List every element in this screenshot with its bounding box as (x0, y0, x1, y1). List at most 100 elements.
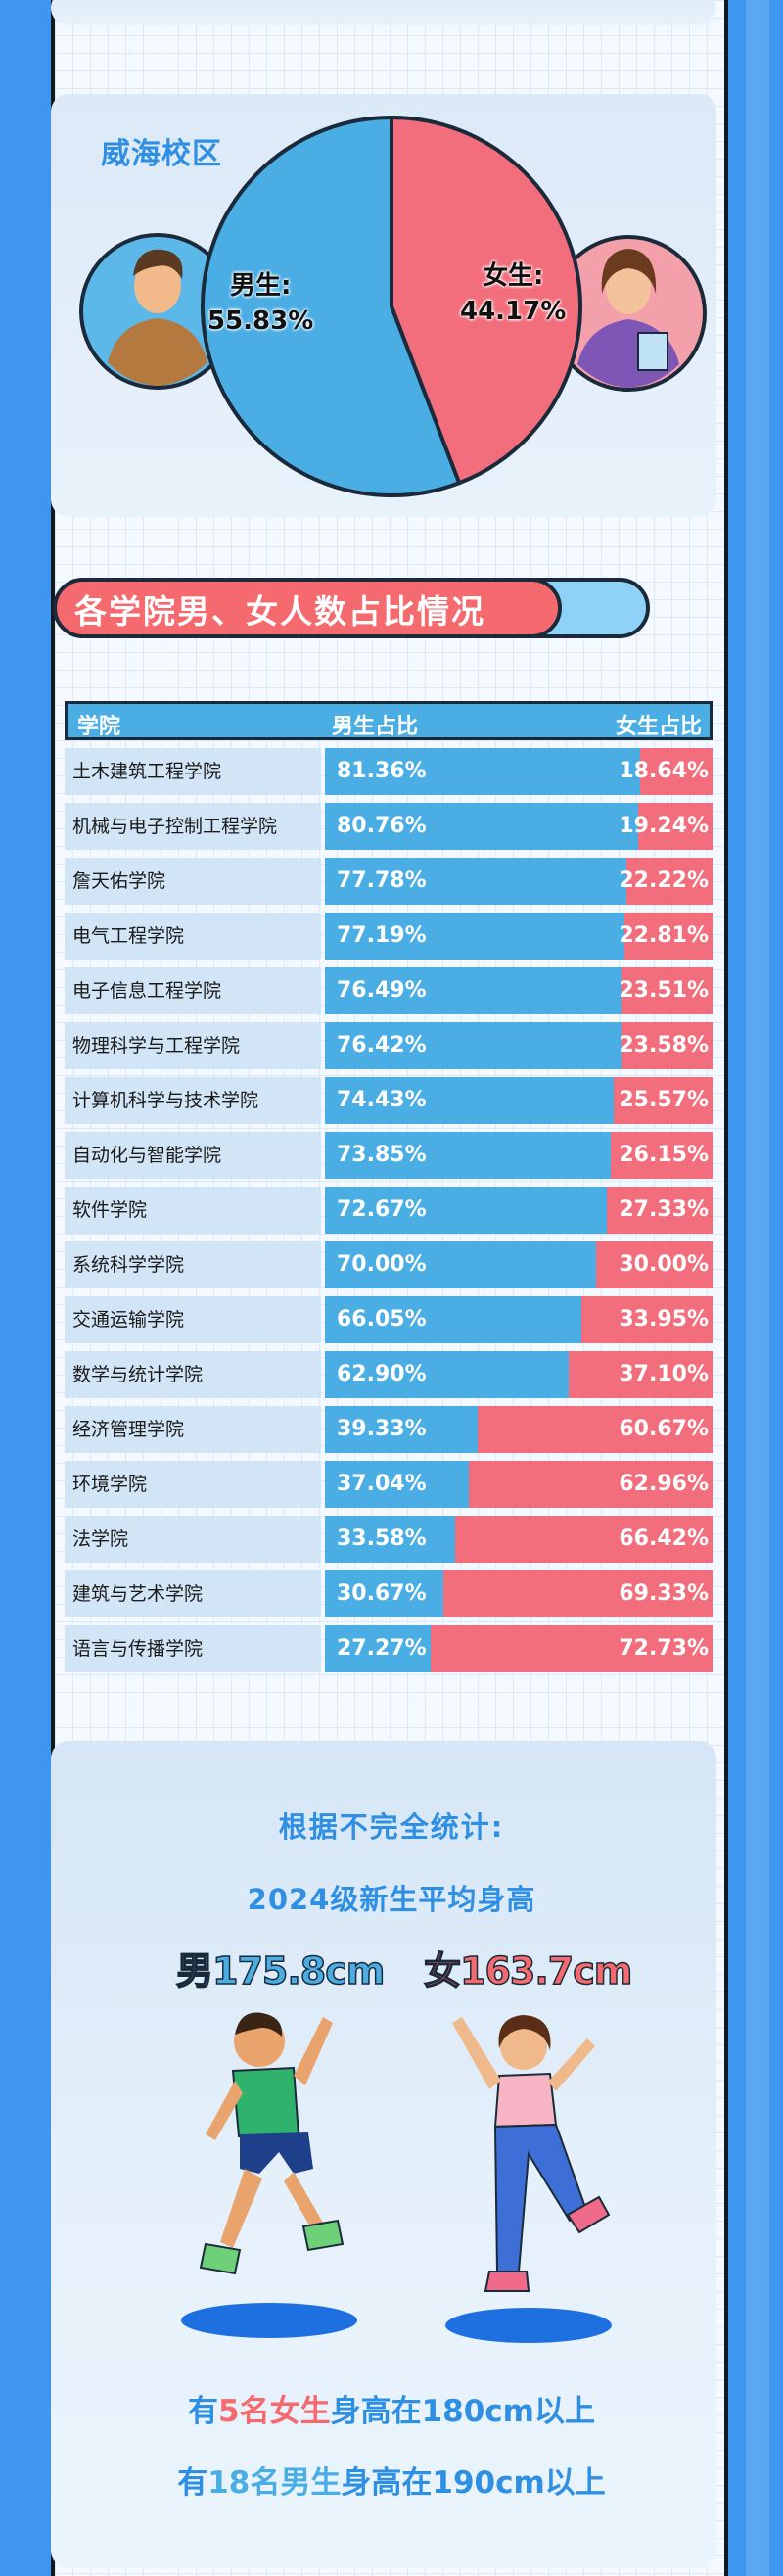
header-college: 学院 (77, 715, 121, 739)
campus-title: 威海校区 (101, 137, 222, 171)
female-value-label: 26.15% (619, 1143, 709, 1167)
male-value-label: 66.05% (337, 1307, 427, 1332)
table-row: 电子信息工程学院 76.49% 23.51% (65, 967, 713, 1014)
pie-label-male: 男生: 55.83% (207, 268, 313, 339)
college-name: 经济管理学院 (65, 1406, 321, 1453)
college-name: 系统科学学院 (65, 1241, 321, 1288)
male-value-label: 73.85% (337, 1143, 427, 1167)
pie-slice-female (390, 115, 582, 486)
female-value-label: 30.00% (619, 1252, 709, 1277)
female-value-label: 33.95% (619, 1307, 709, 1332)
male-value-label: 33.58% (337, 1526, 427, 1551)
male-bar (325, 967, 622, 1014)
male-value-label: 39.33% (337, 1417, 427, 1441)
female-bar: 30.67% 69.33% (325, 1570, 713, 1617)
male-bar (325, 1132, 612, 1179)
stat-male-count: 18名男生 (207, 2465, 342, 2501)
table-row: 软件学院 72.67% 27.33% (65, 1187, 713, 1234)
stat-female-tall: 有5名女生身高在180cm以上 (0, 2386, 783, 2430)
male-bar (325, 748, 641, 795)
female-value-label: 18.64% (619, 759, 709, 783)
female-value-label: 72.73% (619, 1636, 709, 1661)
jumping-figures-illustration (181, 2012, 612, 2343)
book-icon (637, 332, 668, 371)
college-name: 法学院 (65, 1516, 321, 1563)
college-name: 软件学院 (65, 1187, 321, 1234)
male-bar (325, 913, 624, 960)
table-row: 交通运输学院 66.05% 33.95% (65, 1296, 713, 1343)
male-bar (325, 1625, 431, 1672)
college-name: 电气工程学院 (65, 913, 321, 960)
female-value-label: 23.51% (619, 978, 709, 1003)
male-bar (325, 1516, 455, 1563)
college-name: 詹天佑学院 (65, 858, 321, 905)
table-row: 土木建筑工程学院 81.36% 18.64% (65, 748, 713, 795)
male-value-label: 77.78% (337, 868, 427, 893)
table-row: 电气工程学院 77.19% 22.81% (65, 913, 713, 960)
male-value-label: 70.00% (337, 1252, 427, 1277)
right-border-strip (732, 0, 783, 2576)
college-name: 机械与电子控制工程学院 (65, 803, 321, 850)
table-row: 建筑与艺术学院 30.67% 69.33% (65, 1570, 713, 1617)
college-name: 土木建筑工程学院 (65, 748, 321, 795)
college-name: 语言与传播学院 (65, 1625, 321, 1672)
male-value-label: 27.27% (337, 1636, 427, 1661)
pie-value-female: 44.17% (460, 297, 567, 326)
female-bar: 77.19% 22.81% (325, 913, 713, 960)
female-bar: 80.76% 19.24% (325, 803, 713, 850)
table-row: 数学与统计学院 62.90% 37.10% (65, 1351, 713, 1398)
pie-value-male: 55.83% (207, 306, 314, 336)
male-value-label: 74.43% (337, 1088, 427, 1112)
gender-pie-chart (79, 115, 707, 497)
jumping-girl-icon (452, 2015, 611, 2292)
height-card (51, 1741, 716, 2568)
height-heading: 2024级新生平均身高 (247, 1883, 536, 1916)
female-bar: 66.05% 33.95% (325, 1296, 713, 1343)
female-bar: 81.36% 18.64% (325, 748, 713, 795)
table-row: 环境学院 37.04% 62.96% (65, 1461, 713, 1508)
stat-male-tall: 有18名男生身高在190cm以上 (0, 2458, 783, 2502)
male-value-label: 80.76% (337, 814, 427, 838)
table-row: 物理科学与工程学院 76.42% 23.58% (65, 1022, 713, 1069)
male-value-label: 30.67% (337, 1581, 427, 1606)
male-value-label: 76.42% (337, 1033, 427, 1057)
male-shadow (181, 2303, 357, 2338)
male-bar (325, 1296, 581, 1343)
female-bar: 77.78% 22.22% (325, 858, 713, 905)
male-bar (325, 803, 638, 850)
female-bar: 76.42% 23.58% (325, 1022, 713, 1069)
stat-female-prefix: 有 (188, 2394, 219, 2429)
table-row: 詹天佑学院 77.78% 22.22% (65, 858, 713, 905)
pie-category-female: 女生: (482, 261, 544, 291)
male-value-label: 72.67% (337, 1197, 427, 1222)
college-name: 自动化与智能学院 (65, 1132, 321, 1179)
stat-male-prefix: 有 (177, 2465, 208, 2501)
college-name: 建筑与艺术学院 (65, 1570, 321, 1617)
left-border-strip (0, 0, 47, 2576)
male-bar (325, 1241, 597, 1288)
college-name: 电子信息工程学院 (65, 967, 321, 1014)
female-value-label: 19.24% (619, 814, 709, 838)
female-bar: 76.49% 23.51% (325, 967, 713, 1014)
male-value-label: 62.90% (337, 1362, 427, 1386)
male-bar (325, 1461, 469, 1508)
female-value-label: 22.22% (619, 868, 709, 893)
stat-female-count: 5名女生 (218, 2394, 331, 2429)
male-bar (325, 1022, 622, 1069)
header-male: 男生占比 (332, 715, 419, 739)
male-average-height: 男175.8cm (175, 1948, 386, 1993)
male-bar (325, 858, 626, 905)
table-row: 经济管理学院 39.33% 60.67% (65, 1406, 713, 1453)
previous-card-bottom (51, 0, 716, 25)
female-value-label: 25.57% (619, 1088, 709, 1112)
college-name: 物理科学与工程学院 (65, 1022, 321, 1069)
stat-female-suffix: 身高在180cm以上 (330, 2394, 595, 2429)
female-value-label: 22.81% (619, 923, 709, 948)
pie-category-male: 男生: (229, 271, 292, 301)
female-value-label: 37.10% (619, 1362, 709, 1386)
female-average-height: 女163.7cm (423, 1948, 633, 1993)
table-row: 系统科学学院 70.00% 30.00% (65, 1241, 713, 1288)
female-bar: 39.33% 60.67% (325, 1406, 713, 1453)
female-shadow (445, 2308, 612, 2343)
female-value-label: 69.33% (619, 1581, 709, 1606)
